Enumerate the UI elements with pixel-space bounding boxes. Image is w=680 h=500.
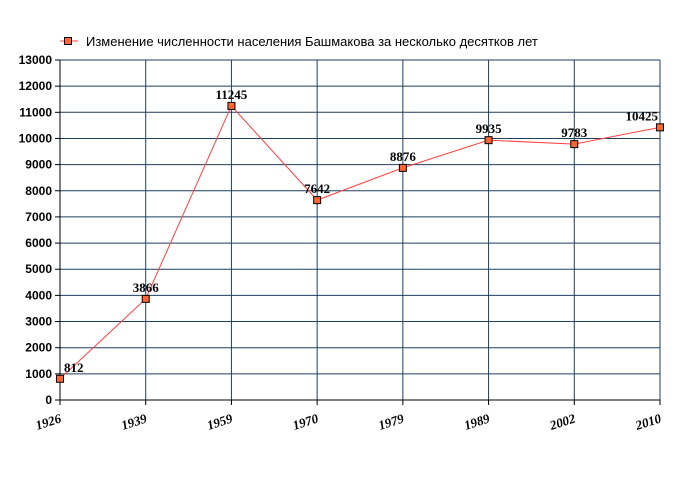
y-tick-label: 11000 — [19, 105, 52, 119]
y-tick-label: 0 — [45, 393, 52, 407]
x-tick-label: 1979 — [376, 410, 406, 432]
series-line — [59, 104, 661, 380]
chart-grid — [60, 59, 661, 400]
y-tick-label: 4000 — [25, 288, 52, 302]
x-tick-label: 1970 — [291, 410, 321, 432]
y-tick-label: 8000 — [25, 184, 52, 198]
x-axis-ticks: 1926 1939 1959 1970 1979 1989 2002 2010 — [34, 410, 664, 433]
x-tick-label: 1939 — [119, 410, 149, 432]
y-tick-label: 5000 — [25, 262, 52, 276]
data-label: 812 — [64, 360, 84, 375]
y-tick-label: 3000 — [25, 315, 52, 329]
legend-marker — [64, 37, 72, 45]
data-point — [56, 374, 64, 383]
data-label: 8876 — [390, 149, 417, 164]
data-point — [570, 140, 579, 149]
x-tick-label: 2002 — [547, 410, 578, 433]
chart-data-labels: 812 3866 11245 7642 8876 9935 9783 10425 — [64, 87, 659, 375]
y-tick-label: 12000 — [19, 79, 53, 93]
y-axis-ticks: 0 1000 2000 3000 4000 5000 6000 7000 8000 9000 100… — [19, 53, 53, 407]
chart-axes — [55, 59, 661, 405]
y-tick-label: 13000 — [19, 53, 53, 67]
y-tick-label: 10000 — [19, 131, 53, 145]
x-tick-label: 2010 — [633, 410, 664, 433]
legend-label: Изменение численности населения Башмаков… — [86, 34, 538, 49]
y-tick-label: 2000 — [25, 341, 52, 355]
data-point — [484, 136, 493, 145]
x-tick-label: 1959 — [205, 410, 235, 432]
y-tick-label: 1000 — [25, 367, 52, 381]
y-tick-label: 6000 — [25, 236, 52, 250]
data-label: 11245 — [216, 87, 248, 102]
data-point — [398, 163, 407, 172]
x-tick-label: 1989 — [462, 410, 492, 432]
data-point — [656, 123, 664, 132]
y-tick-label: 7000 — [25, 210, 52, 224]
y-tick-label: 9000 — [25, 158, 52, 172]
data-label: 3866 — [133, 280, 160, 295]
data-label: 7642 — [304, 181, 330, 196]
chart-legend: Изменение численности населения Башмаков… — [60, 34, 538, 49]
data-label: 9783 — [561, 125, 588, 140]
data-label: 9935 — [476, 121, 503, 136]
chart-series — [56, 101, 664, 383]
data-point — [227, 101, 236, 110]
data-point — [313, 196, 322, 205]
data-point — [141, 294, 150, 303]
x-tick-label: 1926 — [34, 410, 64, 432]
data-label: 10425 — [626, 108, 659, 123]
